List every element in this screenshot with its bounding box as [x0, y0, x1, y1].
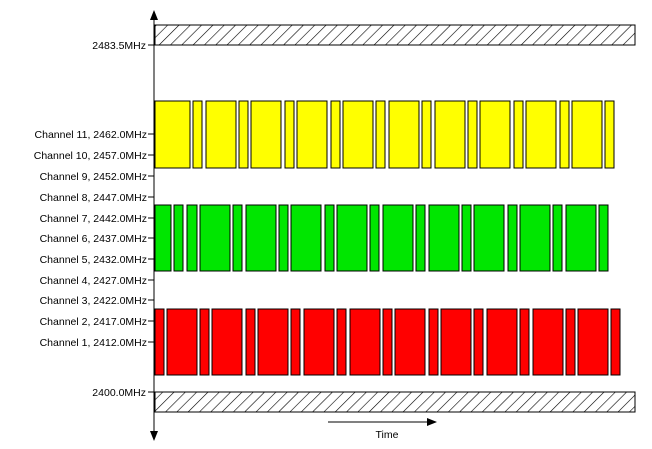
transmission-block [290, 204, 322, 272]
transmission-block [154, 100, 191, 169]
transmission-block [382, 204, 414, 272]
channel-10-label: Channel 10, 2457.0MHz [34, 150, 147, 162]
channel-1-transmissions [154, 308, 621, 376]
transmission-block [428, 204, 460, 272]
transmission-block [559, 100, 570, 169]
transmission-block [186, 204, 198, 272]
transmission-block [513, 100, 524, 169]
transmission-block [330, 100, 341, 169]
transmission-block [245, 204, 277, 272]
transmission-block [296, 100, 328, 169]
transmission-block [552, 204, 563, 272]
channel-4-label: Channel 4, 2427.0MHz [40, 275, 147, 287]
transmission-block [250, 100, 282, 169]
transmission-block [428, 308, 439, 376]
channel-ticks [148, 133, 154, 343]
transmission-block [571, 100, 603, 169]
transmission-block [473, 204, 505, 272]
channel-6-transmissions [154, 204, 609, 272]
transmission-block [577, 308, 609, 376]
axis-up-arrow-icon [150, 10, 158, 20]
transmission-block [604, 100, 615, 169]
transmission-block [278, 204, 289, 272]
transmission-block [507, 204, 518, 272]
transmission-block [336, 308, 347, 376]
transmission-block [205, 100, 237, 169]
channel-7-label: Channel 7, 2442.0MHz [40, 213, 147, 225]
transmission-block [415, 204, 426, 272]
transmission-block [245, 308, 256, 376]
transmission-block [257, 308, 289, 376]
transmission-block [166, 308, 198, 376]
transmission-block [532, 308, 564, 376]
transmission-block [232, 204, 243, 272]
channel-8-label: Channel 8, 2447.0MHz [40, 192, 147, 204]
transmission-block [303, 308, 335, 376]
transmission-block [199, 204, 231, 272]
transmission-block [238, 100, 249, 169]
channel-6-label: Channel 6, 2437.0MHz [40, 233, 147, 245]
time-label: Time [376, 429, 399, 441]
channel-11-transmissions [154, 100, 615, 169]
transmission-block [382, 308, 393, 376]
transmission-block [467, 100, 478, 169]
channel-5-label: Channel 5, 2432.0MHz [40, 254, 147, 266]
channel-9-label: Channel 9, 2452.0MHz [40, 171, 147, 183]
transmission-block [473, 308, 484, 376]
transmission-block [434, 100, 466, 169]
transmission-block [290, 308, 301, 376]
lower-band-limit-hatch [154, 391, 636, 413]
bottom-band-label: 2400.0MHz [92, 387, 146, 399]
transmission-block [154, 308, 165, 376]
transmission-block [388, 100, 420, 169]
upper-band-limit-hatch [154, 24, 636, 46]
transmission-block [519, 204, 551, 272]
top-band-label: 2483.5MHz [92, 40, 146, 52]
transmission-block [342, 100, 374, 169]
transmission-block [610, 308, 621, 376]
axis-down-arrow-icon [150, 431, 158, 441]
transmission-block [211, 308, 243, 376]
channel-2-label: Channel 2, 2417.0MHz [40, 316, 147, 328]
transmission-block [440, 308, 472, 376]
transmission-block [199, 308, 210, 376]
transmission-block [324, 204, 335, 272]
channel-1-label: Channel 1, 2412.0MHz [40, 337, 147, 349]
transmission-block [486, 308, 518, 376]
transmission-block [154, 204, 172, 272]
transmission-block [421, 100, 432, 169]
transmission-block [336, 204, 368, 272]
channel-3-label: Channel 3, 2422.0MHz [40, 295, 147, 307]
transmission-block [525, 100, 557, 169]
transmission-block [375, 100, 386, 169]
transmission-block [519, 308, 530, 376]
transmission-block [394, 308, 426, 376]
transmission-block [461, 204, 472, 272]
transmission-block [349, 308, 381, 376]
transmission-block [173, 204, 184, 272]
transmission-block [565, 204, 597, 272]
transmission-block [284, 100, 295, 169]
transmission-block [479, 100, 511, 169]
transmission-block [565, 308, 576, 376]
transmission-block [369, 204, 380, 272]
transmission-block [598, 204, 609, 272]
channel-11-label: Channel 11, 2462.0MHz [35, 129, 147, 141]
transmission-block [192, 100, 203, 169]
